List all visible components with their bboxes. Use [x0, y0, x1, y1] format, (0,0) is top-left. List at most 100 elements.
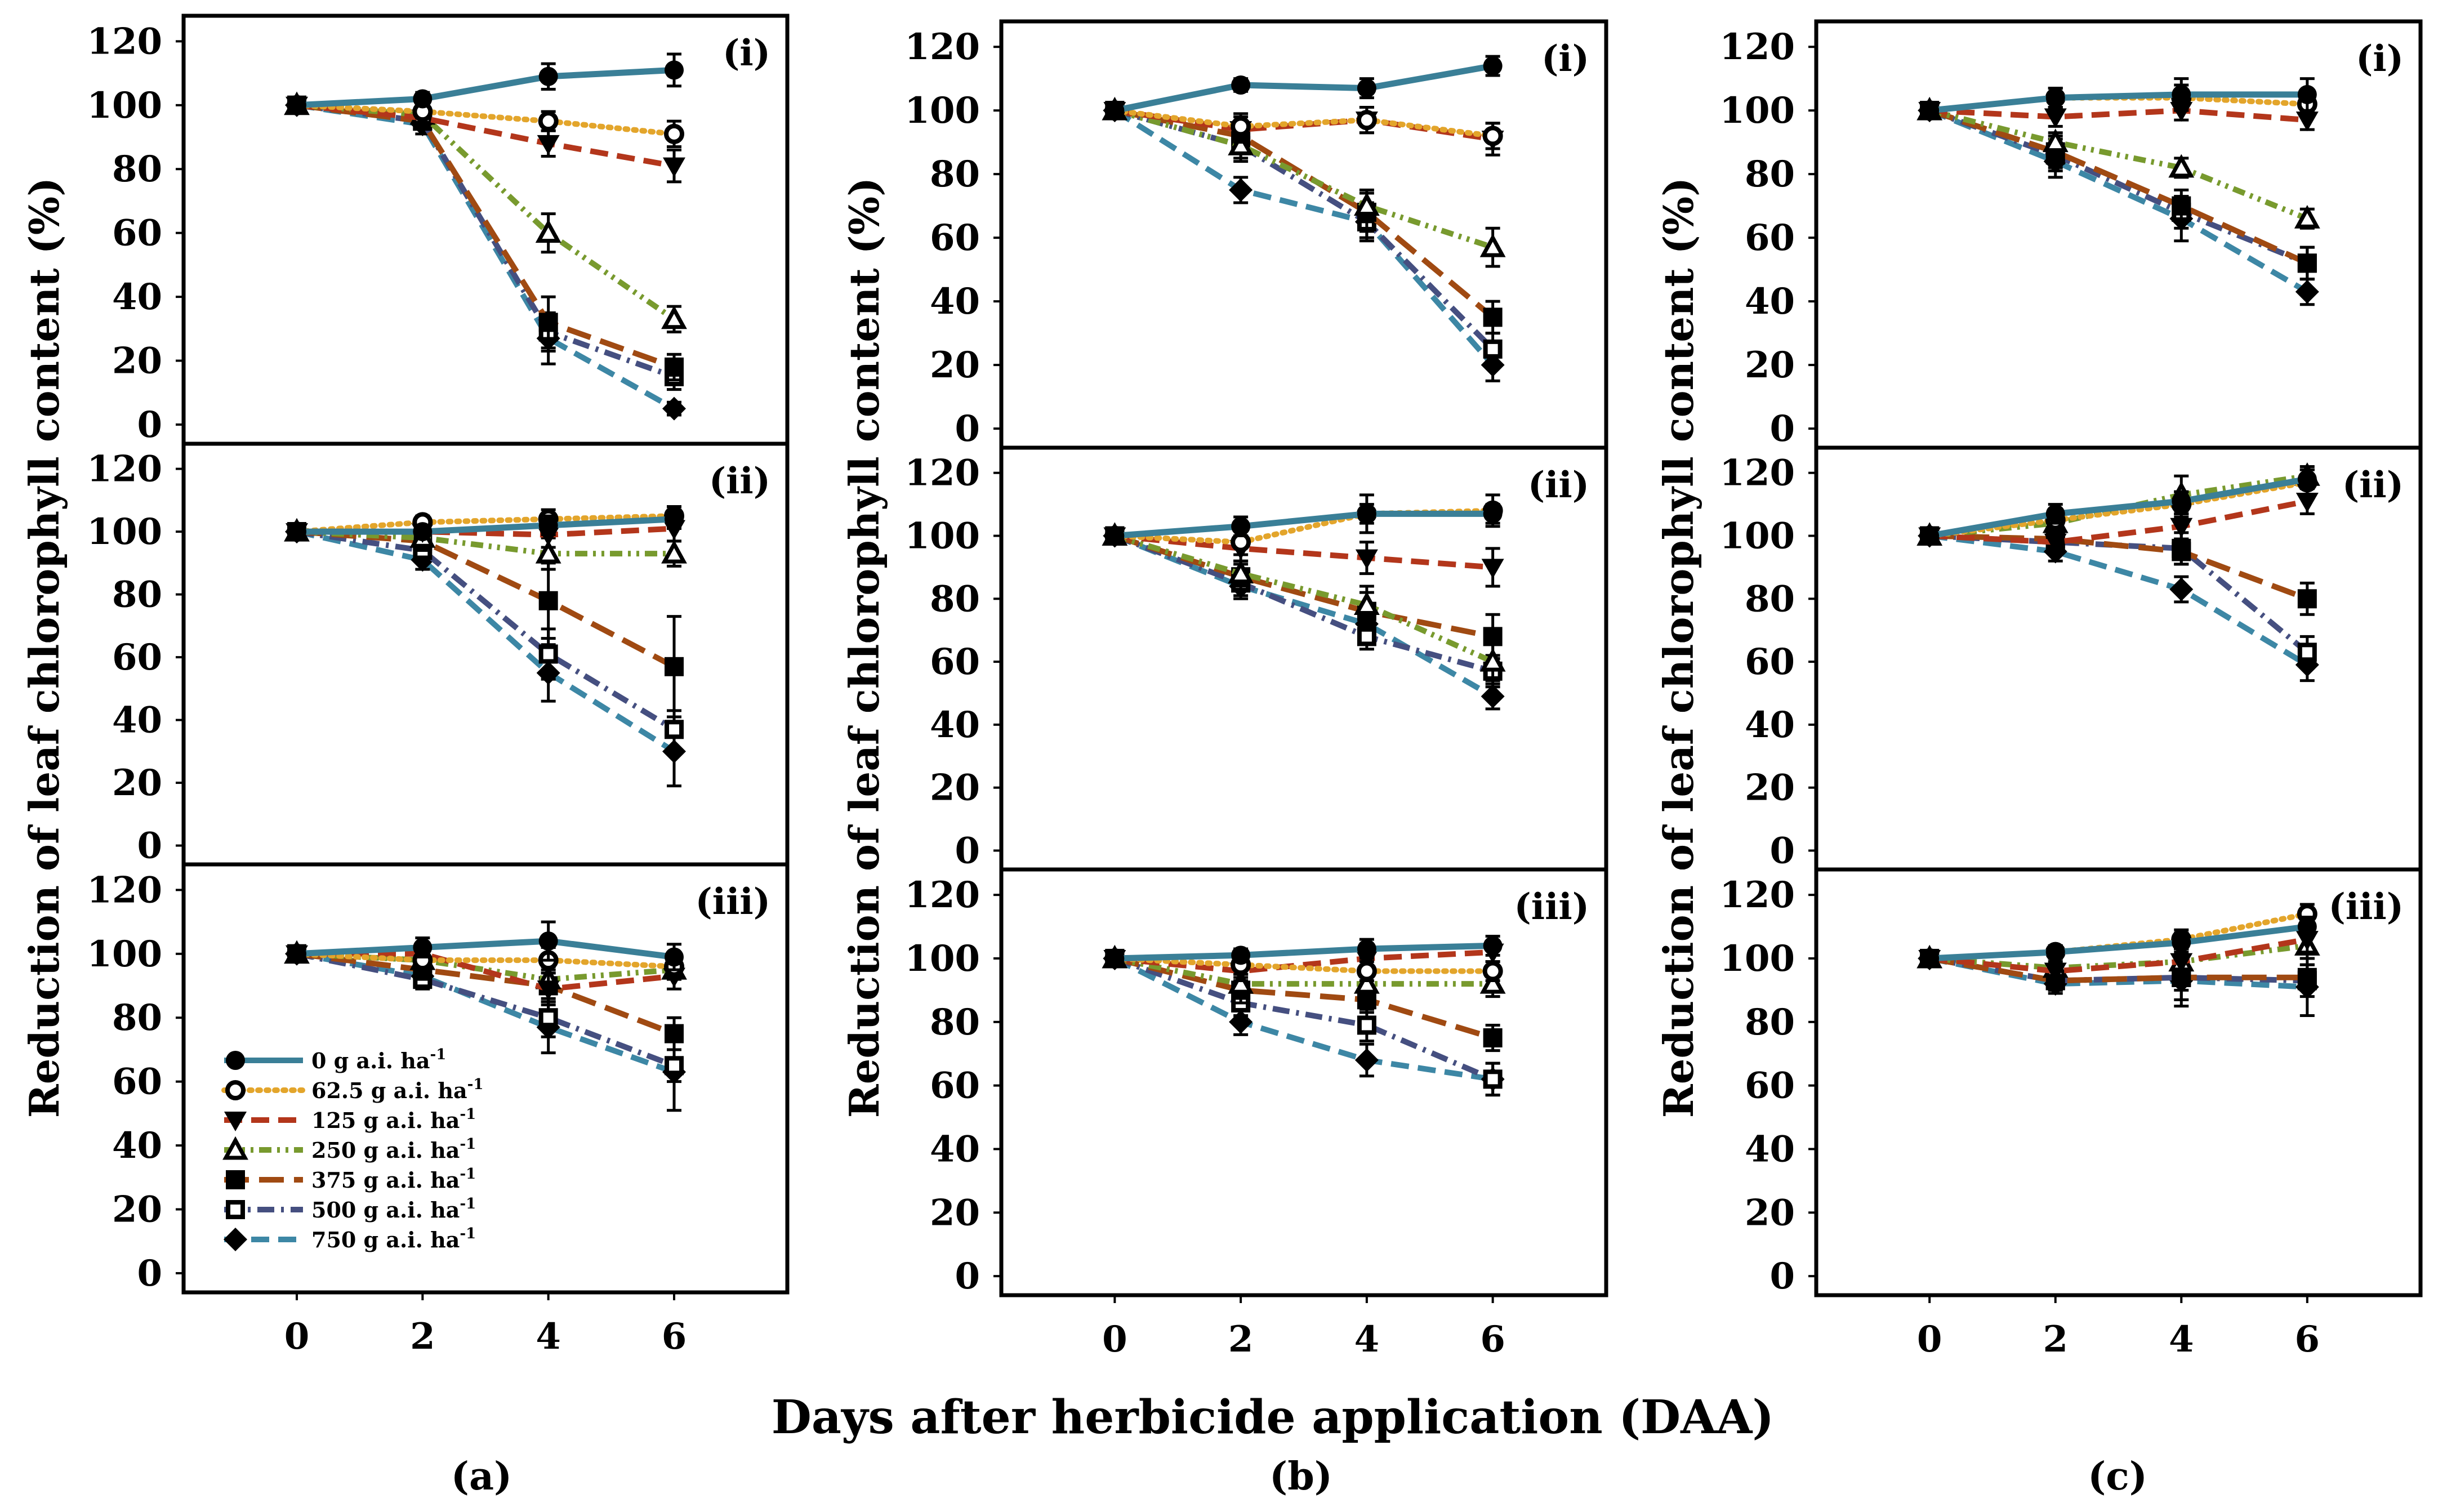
y-tick-label: 100	[904, 515, 980, 557]
data-point	[1353, 970, 1380, 994]
data-point	[2297, 643, 2317, 662]
panel-label: (ii)	[2342, 464, 2404, 506]
y-tick-label: 0	[955, 829, 980, 872]
data-point	[1228, 970, 1254, 994]
y-tick-label: 40	[930, 1128, 980, 1170]
series-line	[294, 102, 677, 137]
data-point	[2297, 84, 2317, 104]
series-line	[1114, 956, 1493, 987]
data-point	[2170, 953, 2193, 973]
y-tick-label: 20	[1745, 344, 1795, 386]
data-point	[2042, 128, 2069, 153]
data-point	[1105, 948, 1125, 968]
panel-b-iii: 0 20 40 60 80 100 120 0 2 4 6 (iii)	[904, 867, 1608, 1361]
data-point	[663, 157, 685, 177]
series-line	[1114, 533, 1493, 570]
y-tick-label: 120	[87, 448, 162, 490]
data-point	[2297, 917, 2317, 936]
y-axis-label-c: Reduction of leaf chlorophyll content (%…	[1655, 177, 1702, 1118]
y-tick-label: 120	[87, 20, 162, 63]
series-b-ii-0	[1105, 503, 1503, 546]
y-tick-label: 20	[1745, 1192, 1795, 1234]
x-tick-label: 4	[2169, 1318, 2194, 1361]
legend-item: 0 g a.i. ha-1	[224, 1046, 446, 1073]
series-line	[1929, 956, 2307, 984]
data-point	[538, 66, 558, 86]
panel-label: (ii)	[709, 460, 770, 502]
series-line	[1113, 533, 1494, 640]
y-tick-label: 100	[1719, 938, 1795, 980]
data-point	[1920, 526, 1940, 546]
series-a-ii-0	[287, 508, 684, 542]
data-point	[661, 539, 687, 564]
column-label-b: (b)	[1269, 1454, 1332, 1499]
legend-label: 62.5 g a.i. ha-1	[311, 1076, 483, 1103]
legend-marker	[225, 1080, 246, 1100]
legend-item: 250 g a.i. ha-1	[222, 1136, 476, 1163]
data-point	[413, 938, 433, 957]
series-line	[1113, 533, 1495, 699]
series-line	[1929, 533, 2309, 655]
legend-marker	[224, 1112, 247, 1131]
legend-marker	[222, 1136, 248, 1160]
legend-marker	[226, 1170, 245, 1189]
legend-label-text: 250 g a.i. ha	[311, 1138, 460, 1163]
series-c-ii-5	[1920, 526, 2317, 670]
series-line	[1115, 942, 1493, 962]
legend-item: 750 g a.i. ha-1	[224, 1225, 476, 1252]
data-point	[1483, 504, 1503, 524]
data-point	[665, 720, 684, 739]
panel-a-i: 0 20 40 60 80 100 120 (i)	[87, 14, 790, 446]
y-tick-label: 60	[1745, 1065, 1795, 1107]
data-point	[1231, 945, 1251, 965]
data-point	[537, 980, 560, 1001]
data-point	[1479, 970, 1506, 994]
data-point	[413, 522, 433, 542]
legend-label-superscript: -1	[460, 1225, 476, 1242]
series-line	[1929, 936, 2308, 974]
data-point	[1357, 1015, 1376, 1035]
legend-label: 375 g a.i. ha-1	[311, 1166, 476, 1193]
panel-frame	[1814, 19, 2423, 450]
x-tick-label: 4	[536, 1315, 561, 1358]
data-point	[1357, 504, 1376, 524]
legend-label-superscript: -1	[460, 1136, 476, 1153]
x-tick-label: 2	[2043, 1318, 2068, 1361]
y-tick-label: 40	[112, 276, 162, 318]
series-a-iii-0	[287, 920, 684, 971]
data-point	[1483, 1069, 1503, 1089]
x-tick-label: 4	[1354, 1318, 1380, 1361]
legend-marker	[226, 1200, 245, 1219]
data-point	[538, 313, 558, 332]
data-point	[662, 396, 686, 421]
y-tick-label: 40	[112, 1125, 162, 1167]
data-point	[287, 944, 306, 964]
data-point	[665, 357, 684, 377]
y-tick-label: 80	[112, 997, 162, 1039]
data-point	[664, 123, 684, 144]
series-line	[1929, 533, 2309, 667]
series-c-i-3	[1916, 96, 2320, 230]
legend-label-superscript: -1	[460, 1166, 476, 1183]
y-tick-label: 40	[930, 280, 980, 323]
series-line	[294, 951, 677, 970]
data-point	[665, 657, 684, 676]
y-tick-label: 40	[1745, 280, 1795, 323]
y-tick-label: 120	[904, 874, 980, 916]
y-tick-label: 120	[1719, 452, 1795, 494]
y-tick-label: 20	[930, 767, 980, 809]
y-tick-label: 0	[137, 404, 162, 446]
series-line	[296, 102, 675, 370]
data-point	[2168, 154, 2195, 178]
series-a-ii-5	[287, 522, 684, 750]
data-point	[538, 931, 558, 951]
series-line	[1114, 108, 1495, 320]
data-point	[1483, 936, 1503, 956]
data-point	[538, 1008, 558, 1028]
panel-frame	[181, 862, 790, 1295]
panel-label: (ii)	[1528, 464, 1589, 506]
data-point	[1228, 560, 1254, 584]
